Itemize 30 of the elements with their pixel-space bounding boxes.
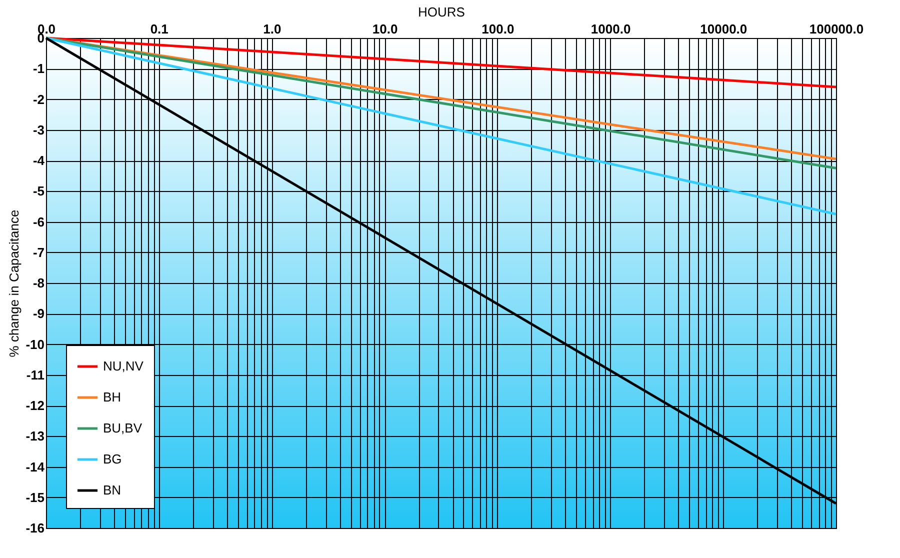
y-tick-label: -9 <box>32 306 44 322</box>
x-tick-label: 100000.0 <box>809 22 864 36</box>
y-tick-label: -12 <box>26 398 44 413</box>
y-axis-title: % change in Capacitance <box>6 210 22 358</box>
y-tick-label: -14 <box>26 459 46 474</box>
x-tick-label: 100.0 <box>482 22 514 36</box>
legend-label: BG <box>103 452 122 466</box>
x-tick-label: 1000.0 <box>590 22 631 36</box>
legend-label: BN <box>103 482 122 498</box>
y-tick-label: -8 <box>32 276 44 290</box>
y-tick-label: -3 <box>32 122 44 138</box>
x-tick-label: 0.1 <box>150 22 168 36</box>
y-tick-label: -2 <box>32 92 44 107</box>
y-tick-label: -1 <box>32 61 44 76</box>
x-tick-label: 1.0 <box>263 22 282 36</box>
x-tick-label: 10000.0 <box>700 22 748 36</box>
y-tick-label: -5 <box>32 184 44 199</box>
y-tick-label: -16 <box>26 520 44 536</box>
y-tick-label: -10 <box>26 336 44 352</box>
y-tick-label: -4 <box>32 153 46 168</box>
x-axis-title: HOURS <box>418 4 466 20</box>
y-tick-label: -13 <box>26 428 44 444</box>
y-tick-label: -7 <box>32 244 44 260</box>
x-tick-label: 10.0 <box>372 22 398 36</box>
y-tick-label: -6 <box>32 214 44 230</box>
legend-label: BH <box>103 390 122 404</box>
legend-label: BU,BV <box>103 420 142 436</box>
y-tick-label: -11 <box>26 367 44 382</box>
legend-label: NU,NV <box>103 358 144 374</box>
y-tick-label: -15 <box>26 490 44 505</box>
